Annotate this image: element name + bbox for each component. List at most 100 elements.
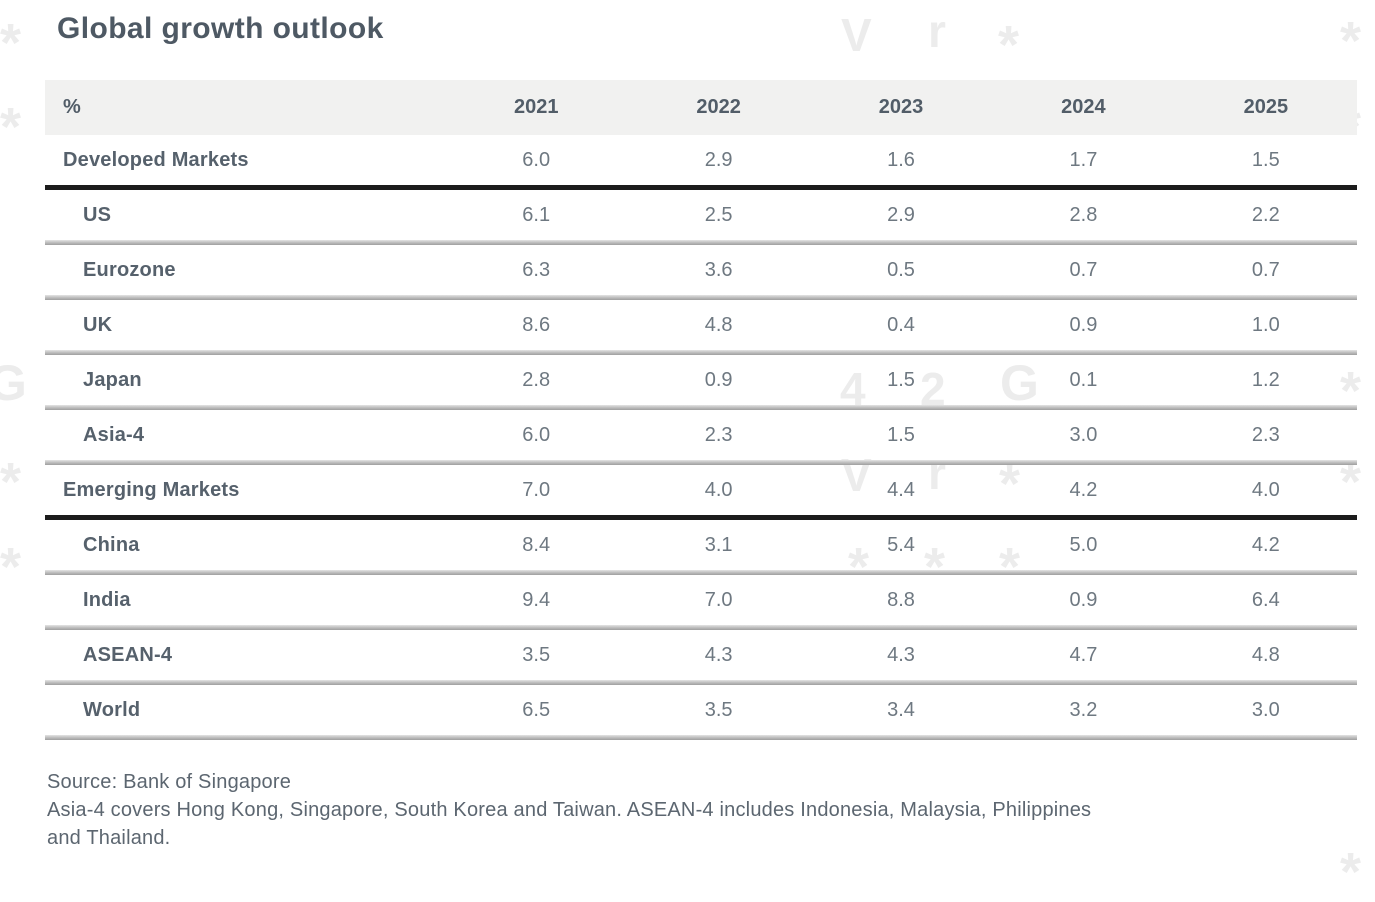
divider-gray <box>45 570 1357 575</box>
value-cell: 0.7 <box>1069 258 1098 281</box>
table-header-row: % 2021 2022 2023 2024 2025 <box>45 80 1357 135</box>
value-cell: 6.4 <box>1251 588 1280 611</box>
row-label: Developed Markets <box>63 148 249 171</box>
corner-label: % <box>63 96 81 118</box>
value-cell: 2.9 <box>887 203 915 226</box>
row-label: ASEAN-4 <box>83 643 173 666</box>
value-cell: 3.2 <box>1069 698 1098 721</box>
watermark-glyph: * <box>998 15 1020 75</box>
value-cell: 0.7 <box>1251 258 1280 281</box>
value-cell: 0.5 <box>887 258 915 281</box>
value-cell: 2.8 <box>1069 203 1098 226</box>
table-row-eurozone: Eurozone 6.3 3.6 0.5 0.7 0.7 <box>45 245 1357 295</box>
divider-gray <box>45 735 1357 740</box>
divider-gray <box>45 350 1357 355</box>
table-row-emerging-markets: Emerging Markets 7.0 4.0 4.4 4.2 4.0 <box>45 465 1357 515</box>
divider-black <box>45 185 1357 190</box>
watermark-glyph: r <box>928 5 946 57</box>
year-header: 2021 <box>513 96 559 118</box>
row-label: India <box>83 588 131 611</box>
footnote-line-2: and Thailand. <box>47 827 171 849</box>
value-cell: 1.6 <box>887 148 915 171</box>
value-cell: 2.5 <box>704 203 733 226</box>
footnote-line-1: Asia-4 covers Hong Kong, Singapore, Sout… <box>47 799 1092 821</box>
row-label: Eurozone <box>83 258 176 281</box>
value-cell: 6.5 <box>522 698 551 721</box>
value-cell: 4.4 <box>887 478 915 501</box>
table-row-india: India 9.4 7.0 8.8 0.9 6.4 <box>45 575 1357 625</box>
value-cell: 0.4 <box>887 313 915 336</box>
watermark-glyph: V <box>841 9 872 61</box>
divider-gray <box>45 295 1357 300</box>
row-label: Japan <box>83 368 142 391</box>
table-row-asia-4: Asia-4 6.0 2.3 1.5 3.0 2.3 <box>45 410 1357 460</box>
value-cell: 3.5 <box>704 698 733 721</box>
year-header: 2022 <box>696 96 741 118</box>
year-header: 2025 <box>1243 96 1289 118</box>
value-cell: 7.0 <box>522 478 551 501</box>
divider-gray <box>45 625 1357 630</box>
value-cell: 4.8 <box>704 313 733 336</box>
value-cell: 8.6 <box>522 313 551 336</box>
table-row-us: US 6.1 2.5 2.9 2.8 2.2 <box>45 190 1357 240</box>
table-row-japan: Japan 2.8 0.9 1.5 0.1 1.2 <box>45 355 1357 405</box>
value-cell: 0.9 <box>1069 313 1098 336</box>
divider-gray <box>45 680 1357 685</box>
value-cell: 7.0 <box>704 588 733 611</box>
value-cell: 4.8 <box>1251 643 1280 666</box>
value-cell: 4.2 <box>1251 533 1280 556</box>
value-cell: 6.0 <box>522 423 551 446</box>
row-label: Asia-4 <box>83 423 145 446</box>
watermark-glyph: G <box>0 355 27 411</box>
value-cell: 2.8 <box>522 368 551 391</box>
value-cell: 4.2 <box>1069 478 1098 501</box>
table-row-uk: UK 8.6 4.8 0.4 0.9 1.0 <box>45 300 1357 350</box>
value-cell: 4.0 <box>1251 478 1280 501</box>
value-cell: 5.4 <box>887 533 915 556</box>
value-cell: 4.3 <box>704 643 733 666</box>
table-row-asean-4: ASEAN-4 3.5 4.3 4.3 4.7 4.8 <box>45 630 1357 680</box>
watermark-glyph: * <box>0 13 22 73</box>
row-label: China <box>83 533 140 556</box>
value-cell: 8.4 <box>522 533 551 556</box>
row-label: World <box>83 698 141 721</box>
row-label: UK <box>83 313 113 336</box>
value-cell: 9.4 <box>522 588 551 611</box>
value-cell: 4.7 <box>1069 643 1098 666</box>
table-row-china: China 8.4 3.1 5.4 5.0 4.2 <box>45 520 1357 570</box>
value-cell: 2.9 <box>704 148 733 171</box>
watermark-glyph: * <box>0 452 22 512</box>
value-cell: 2.3 <box>1251 423 1280 446</box>
growth-outlook-table: % 2021 2022 2023 2024 2025 Developed Mar… <box>45 80 1357 740</box>
value-cell: 2.3 <box>704 423 733 446</box>
page-title: Global growth outlook <box>57 12 384 45</box>
watermark-glyph: * <box>0 97 22 157</box>
value-cell: 0.9 <box>704 368 733 391</box>
value-cell: 0.9 <box>1069 588 1098 611</box>
watermark-glyph: * <box>1340 11 1362 71</box>
value-cell: 6.0 <box>522 148 551 171</box>
value-cell: 0.1 <box>1069 368 1098 391</box>
value-cell: 6.1 <box>522 203 551 226</box>
value-cell: 5.0 <box>1069 533 1098 556</box>
divider-gray <box>45 460 1357 465</box>
divider-gray <box>45 405 1357 410</box>
row-label: Emerging Markets <box>63 478 240 501</box>
divider-black <box>45 515 1357 520</box>
value-cell: 3.0 <box>1069 423 1098 446</box>
row-label: US <box>83 203 112 226</box>
value-cell: 1.2 <box>1251 368 1280 391</box>
divider-gray <box>45 240 1357 245</box>
value-cell: 4.3 <box>887 643 915 666</box>
value-cell: 1.5 <box>1251 148 1280 171</box>
table-row-world: World 6.5 3.5 3.4 3.2 3.0 <box>45 685 1357 735</box>
value-cell: 2.2 <box>1251 203 1280 226</box>
source-text: Source: Bank of Singapore <box>47 771 292 793</box>
value-cell: 3.0 <box>1251 698 1280 721</box>
value-cell: 3.5 <box>522 643 551 666</box>
value-cell: 4.0 <box>704 478 733 501</box>
year-header: 2024 <box>1061 96 1106 118</box>
watermark-glyph: * <box>1340 842 1362 902</box>
value-cell: 1.0 <box>1251 313 1280 336</box>
value-cell: 1.5 <box>887 423 915 446</box>
